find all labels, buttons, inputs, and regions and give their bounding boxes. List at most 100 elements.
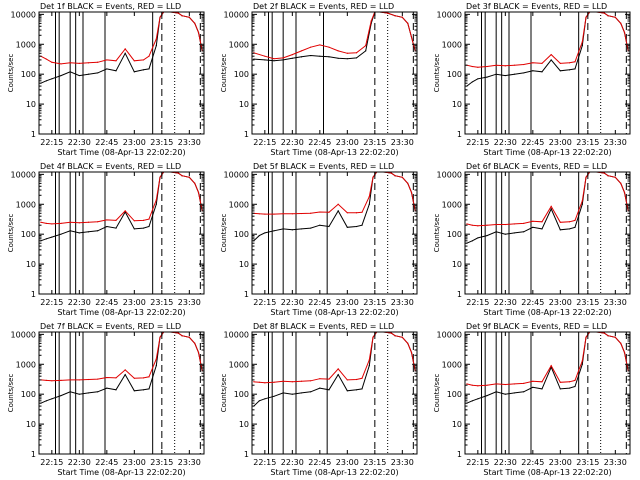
data-point-lld xyxy=(124,369,126,371)
data-point-events xyxy=(486,234,488,237)
x-tick-label: 23:30 xyxy=(178,298,201,307)
data-point-lld xyxy=(60,63,62,65)
axes-frame xyxy=(38,331,205,455)
data-point-lld xyxy=(495,64,497,66)
data-point-lld xyxy=(78,379,80,381)
data-point-lld xyxy=(361,211,363,213)
data-point-lld xyxy=(401,16,403,18)
data-point-events xyxy=(282,392,284,394)
data-point-lld xyxy=(495,223,497,226)
y-tick-label: 10000 xyxy=(437,330,462,339)
data-point-lld xyxy=(97,378,99,380)
data-point-events xyxy=(550,208,552,210)
axes-frame xyxy=(38,171,205,295)
data-point-lld xyxy=(361,377,363,379)
data-point-events xyxy=(471,240,473,242)
x-axis-label: Start Time (08-Apr-13 22:02:20) xyxy=(270,308,398,317)
data-point-lld xyxy=(559,221,561,223)
data-point-events xyxy=(115,70,117,72)
panel-title: Det 2f BLACK = Events, RED = LLD xyxy=(253,2,394,11)
data-point-events xyxy=(346,390,348,392)
data-point-events xyxy=(78,393,80,395)
data-point-events xyxy=(264,232,266,234)
data-point-lld xyxy=(181,335,183,337)
data-point-lld xyxy=(264,213,266,215)
data-point-lld xyxy=(115,219,117,221)
y-tick-label: 100 xyxy=(21,390,36,399)
data-point-lld xyxy=(620,342,622,344)
data-point-events xyxy=(568,69,571,71)
data-point-events xyxy=(115,389,117,391)
data-point-lld xyxy=(188,16,190,18)
data-point-lld xyxy=(155,199,157,201)
x-tick-label: 23:30 xyxy=(178,458,201,467)
y-tick-label: 1 xyxy=(244,130,249,139)
data-point-lld xyxy=(282,213,284,215)
data-point-lld xyxy=(541,221,543,223)
data-point-events xyxy=(45,238,47,240)
data-point-events xyxy=(319,55,321,57)
data-point-events xyxy=(133,228,135,230)
x-tick-label: 23:30 xyxy=(391,458,414,467)
y-tick-label: 1 xyxy=(244,290,249,299)
panel-title: Det 4f BLACK = Events, RED = LLD xyxy=(40,162,181,171)
x-tick-label: 23:00 xyxy=(336,458,359,467)
data-point-lld xyxy=(159,336,161,338)
chart-panel-9: 1 10 100 1000 10000 22:15 22:30 22:45 23:00 23:15… xyxy=(433,322,631,477)
data-point-lld xyxy=(513,223,516,225)
y-tick-label: 1 xyxy=(31,290,36,299)
data-point-events xyxy=(581,45,583,47)
x-tick-label: 22:45 xyxy=(521,458,544,467)
x-tick-label: 23:15 xyxy=(150,298,173,307)
data-point-lld xyxy=(523,222,525,224)
data-point-lld xyxy=(45,222,47,224)
data-point-lld xyxy=(115,377,117,379)
series-line-lld xyxy=(466,172,629,227)
data-point-lld xyxy=(466,223,468,225)
chart-panel-3: 1 10 100 1000 10000 22:15 22:30 22:45 23:00 23:15… xyxy=(433,2,631,157)
data-point-lld xyxy=(504,65,506,67)
data-point-lld xyxy=(346,379,348,381)
data-point-lld xyxy=(523,63,525,66)
data-point-events xyxy=(559,70,561,72)
data-point-events xyxy=(346,226,348,228)
x-tick-label: 23:00 xyxy=(123,298,146,307)
data-point-events xyxy=(258,234,260,237)
x-tick-label: 22:45 xyxy=(95,298,118,307)
data-point-events xyxy=(368,365,370,367)
data-point-lld xyxy=(603,332,605,334)
data-point-events xyxy=(60,74,62,77)
data-point-lld xyxy=(568,221,571,223)
data-point-events xyxy=(310,391,312,393)
axes-frame xyxy=(251,11,418,135)
y-tick-label: 1 xyxy=(244,450,249,459)
data-point-lld xyxy=(372,336,374,338)
data-point-lld xyxy=(523,382,525,384)
data-point-lld xyxy=(607,15,609,17)
data-point-lld xyxy=(142,219,145,221)
x-tick-label: 23:00 xyxy=(549,298,572,307)
data-point-lld xyxy=(550,365,552,367)
data-point-lld xyxy=(155,38,157,40)
data-point-lld xyxy=(300,50,303,52)
x-tick-label: 22:45 xyxy=(521,298,544,307)
x-tick-label: 22:15 xyxy=(253,138,276,147)
x-tick-label: 23:00 xyxy=(336,138,359,147)
data-point-lld xyxy=(310,380,312,382)
plot-area xyxy=(253,172,416,294)
data-point-lld xyxy=(581,41,583,43)
data-point-lld xyxy=(495,383,497,385)
data-point-lld xyxy=(328,211,330,213)
data-point-lld xyxy=(177,172,179,174)
data-point-lld xyxy=(258,381,260,383)
data-point-lld xyxy=(188,336,190,338)
y-tick-label: 1 xyxy=(31,450,36,459)
data-point-lld xyxy=(585,16,587,18)
data-point-lld xyxy=(574,379,576,381)
data-point-lld xyxy=(614,336,616,338)
data-point-lld xyxy=(69,62,71,64)
data-point-events xyxy=(365,50,367,52)
data-point-lld xyxy=(69,221,71,223)
data-point-lld xyxy=(532,380,534,382)
data-point-lld xyxy=(300,212,303,215)
